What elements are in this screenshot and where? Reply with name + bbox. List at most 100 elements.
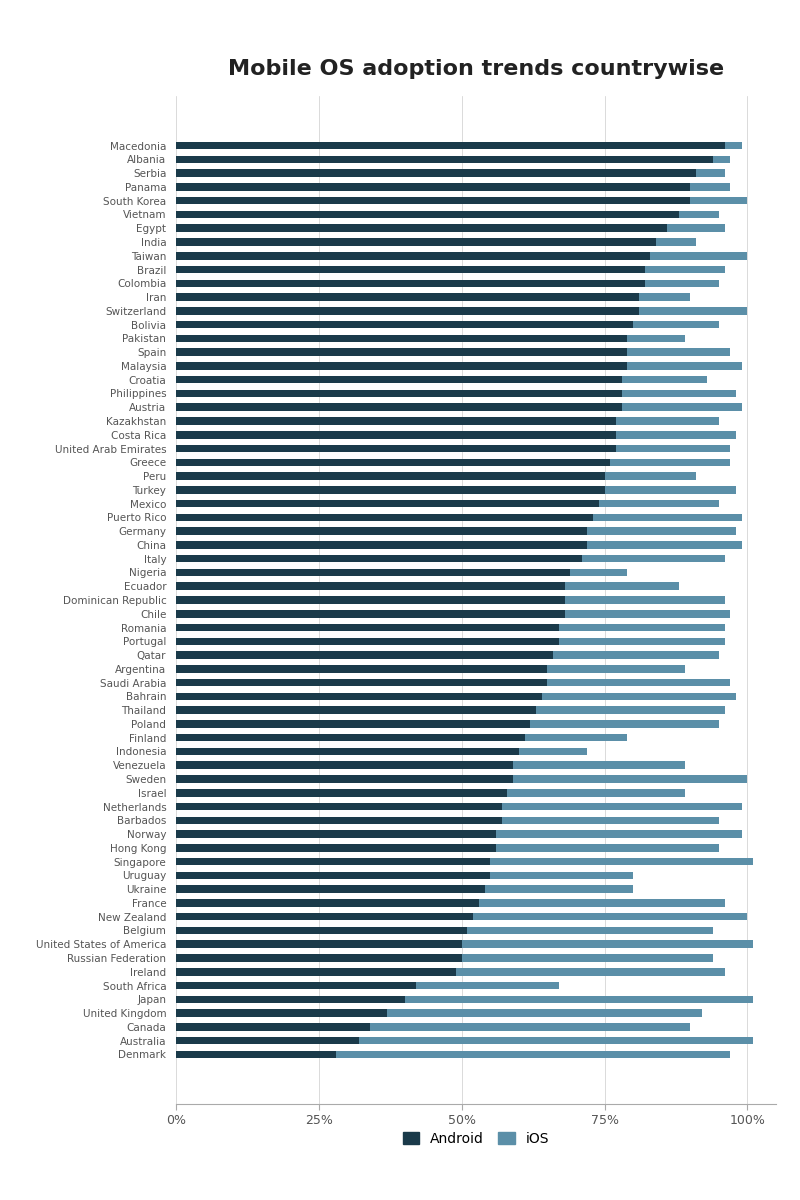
Bar	[565, 610, 730, 618]
Bar	[502, 803, 742, 810]
Bar	[176, 293, 639, 301]
Bar	[696, 169, 725, 176]
Bar	[176, 679, 547, 686]
Bar	[176, 197, 690, 204]
Bar	[593, 514, 742, 521]
Bar	[176, 569, 570, 576]
Bar	[405, 996, 753, 1003]
Bar	[616, 445, 730, 452]
Bar	[176, 390, 622, 397]
Bar	[587, 541, 742, 548]
Bar	[176, 968, 456, 976]
Bar	[496, 844, 719, 852]
Bar	[176, 1037, 359, 1044]
Bar	[490, 858, 753, 865]
Bar	[645, 280, 719, 287]
Bar	[525, 734, 627, 742]
Bar	[176, 692, 542, 700]
Bar	[536, 707, 725, 714]
Bar	[622, 403, 742, 412]
Bar	[650, 252, 747, 259]
Bar	[513, 775, 747, 782]
Bar	[690, 184, 730, 191]
Bar	[176, 362, 627, 370]
Bar	[176, 652, 553, 659]
Bar	[176, 913, 473, 920]
Bar	[610, 458, 730, 466]
Bar	[176, 541, 587, 548]
Bar	[467, 926, 713, 935]
Bar	[627, 348, 730, 356]
Bar	[559, 637, 725, 646]
Bar	[176, 184, 690, 191]
Bar	[485, 886, 633, 893]
Bar	[456, 968, 725, 976]
Bar	[370, 1024, 690, 1031]
Bar	[559, 624, 725, 631]
Bar	[176, 431, 616, 438]
Bar	[176, 624, 559, 631]
Bar	[616, 431, 736, 438]
Bar	[519, 748, 587, 755]
Bar	[627, 335, 685, 342]
Bar	[473, 913, 747, 920]
Bar	[176, 707, 536, 714]
Bar	[633, 320, 719, 329]
Bar	[176, 527, 587, 535]
Bar	[565, 582, 679, 590]
Bar	[176, 1051, 336, 1058]
Bar	[176, 348, 627, 356]
Bar	[176, 500, 599, 508]
Bar	[496, 830, 742, 838]
Bar	[176, 610, 565, 618]
Bar	[176, 830, 496, 838]
Bar	[176, 169, 696, 176]
Title: Mobile OS adoption trends countrywise: Mobile OS adoption trends countrywise	[228, 59, 724, 79]
Bar	[176, 996, 405, 1003]
Bar	[176, 280, 645, 287]
Bar	[176, 224, 667, 232]
Bar	[176, 1024, 370, 1031]
Bar	[616, 418, 719, 425]
Bar	[725, 142, 742, 149]
Bar	[622, 390, 736, 397]
Bar	[176, 941, 462, 948]
Bar	[462, 941, 753, 948]
Bar	[599, 500, 719, 508]
Bar	[547, 679, 730, 686]
Bar	[553, 652, 719, 659]
Bar	[656, 239, 696, 246]
Bar	[479, 899, 725, 907]
Bar	[176, 858, 490, 865]
Bar	[176, 445, 616, 452]
Bar	[416, 982, 559, 989]
Bar	[176, 788, 507, 797]
Bar	[176, 418, 616, 425]
Bar	[176, 211, 679, 218]
Bar	[176, 252, 650, 259]
Bar	[176, 239, 656, 246]
Bar	[176, 307, 639, 314]
Bar	[336, 1051, 730, 1058]
Bar	[690, 197, 747, 204]
Bar	[176, 762, 513, 769]
Bar	[530, 720, 719, 727]
Bar	[713, 156, 730, 163]
Bar	[627, 362, 742, 370]
Bar	[387, 1009, 702, 1016]
Bar	[565, 596, 725, 604]
Bar	[176, 596, 565, 604]
Bar	[176, 514, 593, 521]
Bar	[176, 734, 525, 742]
Bar	[176, 775, 513, 782]
Bar	[176, 844, 496, 852]
Bar	[176, 335, 627, 342]
Legend: Android, iOS: Android, iOS	[396, 1124, 556, 1152]
Bar	[176, 265, 645, 274]
Bar	[176, 142, 725, 149]
Bar	[605, 473, 696, 480]
Bar	[176, 720, 530, 727]
Bar	[645, 265, 725, 274]
Bar	[570, 569, 627, 576]
Bar	[176, 637, 559, 646]
